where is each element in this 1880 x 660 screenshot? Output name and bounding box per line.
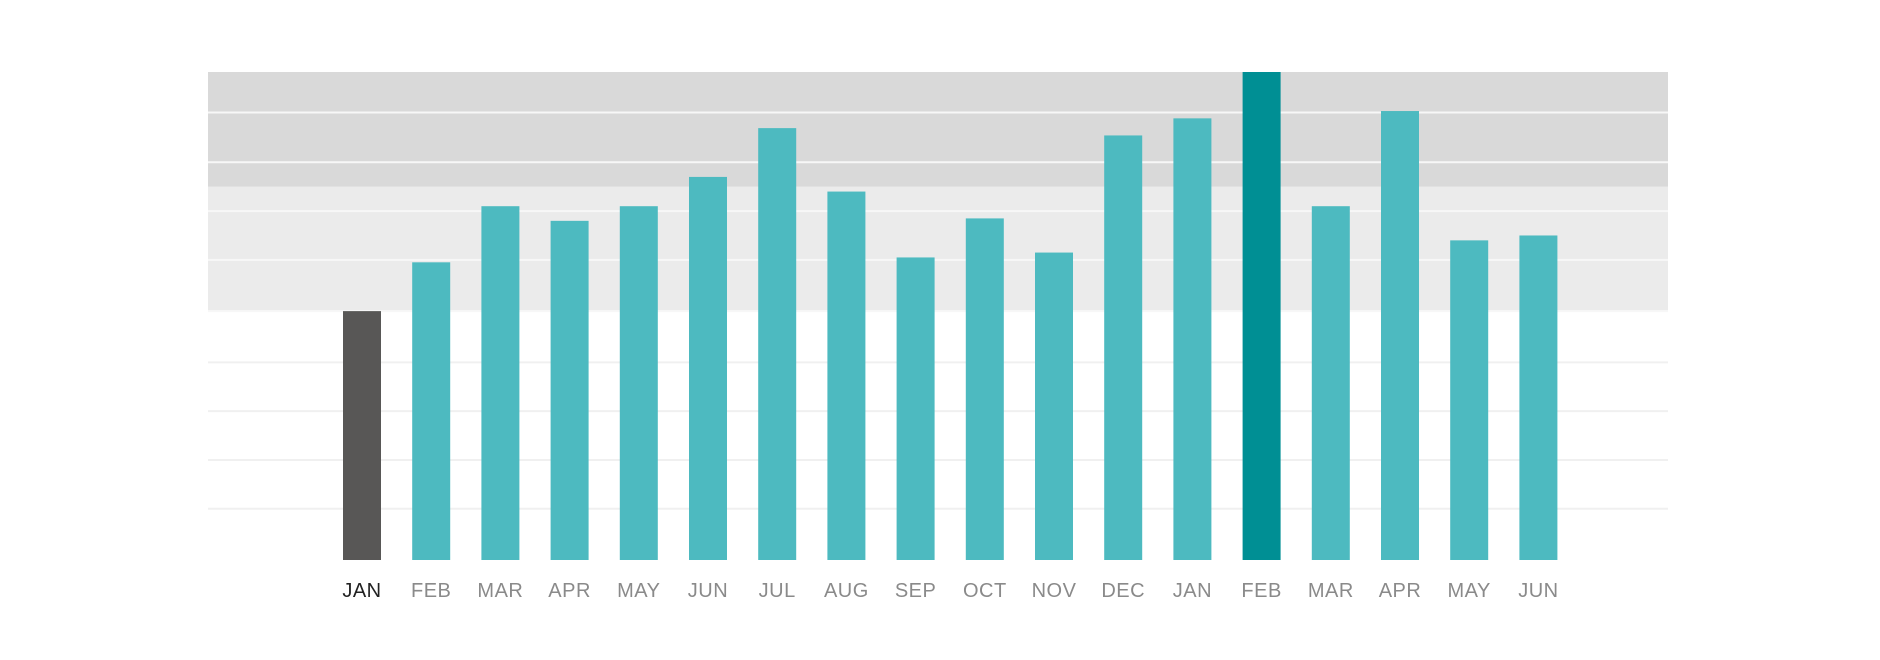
- bar-mar-2: [481, 206, 520, 560]
- x-tick-label: JAN: [342, 580, 381, 602]
- bar-feb-1: [412, 262, 451, 560]
- gridlines: [208, 111, 1668, 510]
- bar-dec-11: [1104, 135, 1143, 560]
- bar-jun-17: [1519, 235, 1558, 561]
- x-tick-label: APR: [1379, 580, 1422, 602]
- bar-aug-7: [827, 191, 866, 560]
- x-tick-label: MAR: [477, 580, 523, 602]
- x-tick-label: JUN: [688, 580, 728, 602]
- x-tick-label: MAY: [1448, 580, 1491, 602]
- x-tick-label: OCT: [963, 580, 1007, 602]
- bar-jan-0: [343, 311, 381, 560]
- x-tick-label: MAY: [617, 580, 660, 602]
- bar-may-16: [1450, 240, 1489, 561]
- x-tick-label: JUN: [1518, 580, 1558, 602]
- bar-jan-12: [1173, 118, 1212, 561]
- x-tick-label: JAN: [1173, 580, 1212, 602]
- x-tick-label: NOV: [1032, 580, 1077, 602]
- x-tick-label: FEB: [411, 580, 451, 602]
- x-tick-label: JUL: [759, 580, 796, 602]
- x-tick-label: SEP: [895, 580, 937, 602]
- background-band-0: [208, 186, 1668, 312]
- bar-feb-13: [1242, 72, 1281, 560]
- bars: [343, 72, 1558, 561]
- x-tick-label: AUG: [824, 580, 869, 602]
- x-tick-label: APR: [548, 580, 591, 602]
- bar-apr-15: [1381, 111, 1419, 560]
- x-tick-label: FEB: [1241, 580, 1281, 602]
- background-band-1: [208, 72, 1668, 187]
- x-axis-tick-labels: JAN FEB MAR APR MAY JUN JUL AUG SEP OCT NOV DEC JAN F…: [342, 580, 1558, 602]
- background-bands: [208, 72, 1668, 312]
- bar-mar-14: [1311, 206, 1350, 560]
- x-tick-label: DEC: [1101, 580, 1145, 602]
- bar-oct-9: [965, 218, 1004, 560]
- bar-jul-6: [758, 128, 797, 560]
- bar-apr-3: [550, 220, 589, 560]
- x-tick-label: MAR: [1308, 580, 1354, 602]
- bar-sep-8: [896, 257, 935, 560]
- bar-may-4: [619, 206, 658, 560]
- bar-jun-5: [689, 176, 727, 561]
- bar-nov-10: [1035, 252, 1073, 560]
